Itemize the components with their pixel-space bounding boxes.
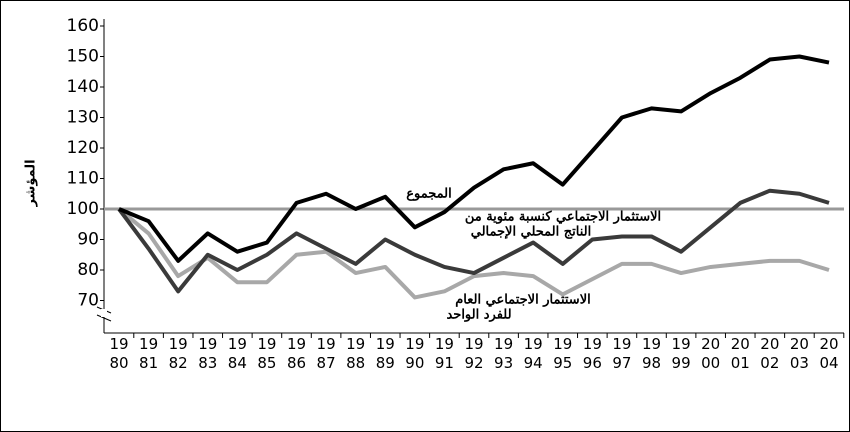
axis-break-gap [101,309,107,317]
y-tick-label: 80 [77,260,99,280]
x-tick-label: 19 89 [375,335,395,372]
y-tick-label: 130 [67,108,99,128]
x-tick-label: 19 88 [346,335,366,372]
x-tick-label: 19 83 [198,335,218,372]
x-tick-label: 19 95 [553,335,573,372]
x-tick-label: 20 02 [760,335,780,372]
annotation: المجموع [406,187,451,202]
y-tick-label: 120 [67,138,99,158]
x-tick-label: 19 92 [464,335,484,372]
x-tick-label: 19 84 [227,335,247,372]
x-tick-label: 19 81 [139,335,159,372]
annotation: الاستثمار الاجتماعي العام [455,293,590,308]
series-line [117,188,830,294]
x-tick-label: 19 96 [582,335,602,372]
x-tick-label: 19 86 [286,335,307,372]
x-tick-label: 19 80 [109,335,129,372]
y-axis-label: المؤشر [24,159,39,207]
y-tick-label: 90 [77,230,99,250]
x-tick-label: 19 97 [612,335,632,372]
x-tick-label: 19 87 [316,335,336,372]
y-tick-label: 110 [67,169,99,189]
series-line [118,54,830,263]
y-tick-label: 150 [67,47,99,67]
x-tick-label: 20 04 [819,335,839,372]
x-tick-label: 19 98 [641,335,662,372]
x-tick-label: 19 91 [434,335,454,372]
annotation: الناتج المحلي الإجمالي [471,225,591,240]
x-tick-label: 19 93 [494,335,514,372]
y-tick-label: 160 [67,16,99,36]
x-tick-label: 19 85 [257,335,277,372]
x-tick-label: 20 00 [701,335,721,372]
x-tick-label: 19 82 [168,335,188,372]
x-tick-label: 20 01 [730,335,750,372]
x-tick-label: 19 90 [405,335,425,372]
y-tick-label: 70 [77,291,99,311]
x-tick-label: 20 03 [789,335,809,372]
series-line [117,207,830,300]
x-tick-label: 19 94 [523,335,543,372]
x-tick-label: 19 99 [671,335,691,372]
y-tick-label: 100 [67,199,99,219]
y-tick-label: 140 [67,77,99,97]
annotation: للفرد الواحد [446,308,511,323]
annotation: الاستثمار الاجتماعي كنسبة مئوية من [465,210,661,225]
